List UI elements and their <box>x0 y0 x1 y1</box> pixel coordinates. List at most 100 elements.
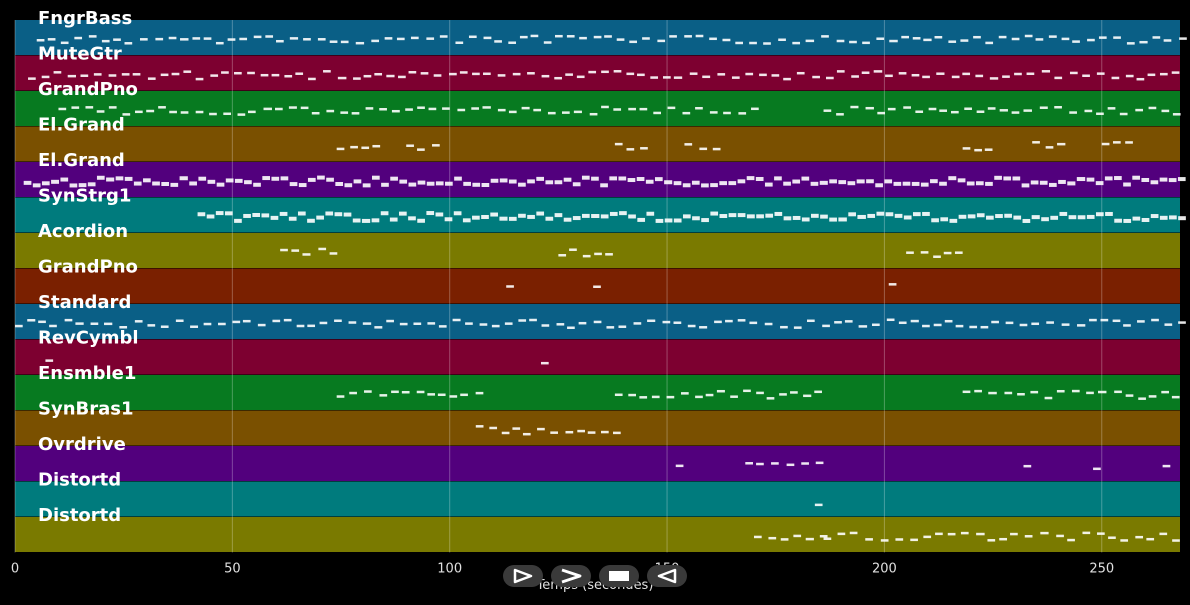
note-event <box>74 36 83 40</box>
note-event <box>915 110 924 113</box>
note-event <box>682 214 691 219</box>
note-event <box>481 214 489 219</box>
note-event <box>444 217 453 222</box>
note-event <box>902 181 911 186</box>
note-event <box>545 216 554 221</box>
note-event <box>737 319 746 322</box>
note-event <box>793 326 802 329</box>
note-event <box>1151 318 1159 322</box>
note-event <box>169 110 177 114</box>
note-event <box>722 38 731 42</box>
note-event <box>527 72 535 75</box>
note-event <box>132 73 141 76</box>
note-event <box>749 321 758 325</box>
note-event <box>371 218 380 223</box>
note-event <box>877 111 886 115</box>
note-event <box>317 175 325 180</box>
note-event <box>311 111 320 115</box>
note-event <box>969 325 978 329</box>
note-event <box>152 181 160 186</box>
note-event <box>779 393 787 396</box>
note-event <box>1114 390 1122 394</box>
note-event <box>600 214 609 219</box>
stop-button[interactable] <box>599 565 639 587</box>
note-event <box>396 37 405 41</box>
note-event <box>579 36 587 40</box>
note-event <box>669 35 677 38</box>
note-event <box>593 285 601 288</box>
note-event <box>183 70 192 73</box>
note-event <box>171 72 180 76</box>
note-event <box>637 217 646 222</box>
note-event <box>527 179 535 184</box>
note-event <box>472 72 480 76</box>
note-event <box>1054 106 1062 109</box>
note-event <box>36 39 45 42</box>
note-event <box>518 319 527 322</box>
note-event <box>224 211 233 216</box>
note-event <box>64 318 73 322</box>
note-event <box>823 109 832 112</box>
note-event <box>605 253 613 256</box>
note-event <box>1172 539 1180 542</box>
note-event <box>935 532 943 536</box>
note-event <box>1123 182 1131 187</box>
note-event <box>728 213 737 218</box>
note-event <box>756 462 764 466</box>
note-event <box>951 110 959 114</box>
note-event <box>554 213 563 218</box>
note-event <box>699 326 708 329</box>
note-event <box>1111 76 1120 80</box>
note-event <box>1164 323 1173 326</box>
note-event <box>1171 395 1180 399</box>
note-event <box>1101 142 1110 146</box>
note-event <box>1152 36 1161 39</box>
note-event <box>326 177 334 182</box>
note-event <box>857 214 866 219</box>
note-event <box>399 211 407 216</box>
note-event <box>96 175 105 180</box>
note-event <box>1104 176 1113 181</box>
note-event <box>143 178 151 183</box>
note-event <box>923 38 932 42</box>
note-event <box>1082 74 1090 77</box>
note-event <box>662 76 671 79</box>
note-event <box>943 251 952 255</box>
note-event <box>343 212 352 217</box>
x-tick-label: 0 <box>11 562 19 577</box>
x-tick-label: 100 <box>437 562 462 577</box>
note-event <box>195 77 204 81</box>
note-event <box>657 39 666 43</box>
note-event <box>906 251 914 254</box>
note-event <box>242 319 251 323</box>
note-event <box>949 218 958 223</box>
note-event <box>203 37 212 40</box>
note-event <box>682 183 691 188</box>
note-event <box>374 72 383 76</box>
note-event <box>1096 112 1104 116</box>
note-event <box>58 107 67 111</box>
fast-forward-button[interactable] <box>551 565 591 587</box>
note-event <box>275 107 283 111</box>
note-event <box>565 73 573 76</box>
note-event <box>27 319 36 322</box>
note-event <box>1112 319 1121 323</box>
note-event <box>1150 214 1159 219</box>
note-event <box>190 325 199 328</box>
note-event <box>640 147 648 150</box>
note-event <box>743 389 751 393</box>
note-event <box>417 106 425 109</box>
note-event <box>1096 72 1105 75</box>
note-event <box>541 324 550 327</box>
rewind-button[interactable] <box>647 565 687 587</box>
note-event <box>944 319 953 323</box>
play-button[interactable] <box>503 565 543 587</box>
note-event <box>134 320 143 323</box>
note-event <box>654 177 663 182</box>
note-event <box>756 391 764 395</box>
note-event <box>867 213 876 218</box>
note-event <box>987 107 996 110</box>
note-event <box>350 145 358 149</box>
note-event <box>681 392 689 395</box>
